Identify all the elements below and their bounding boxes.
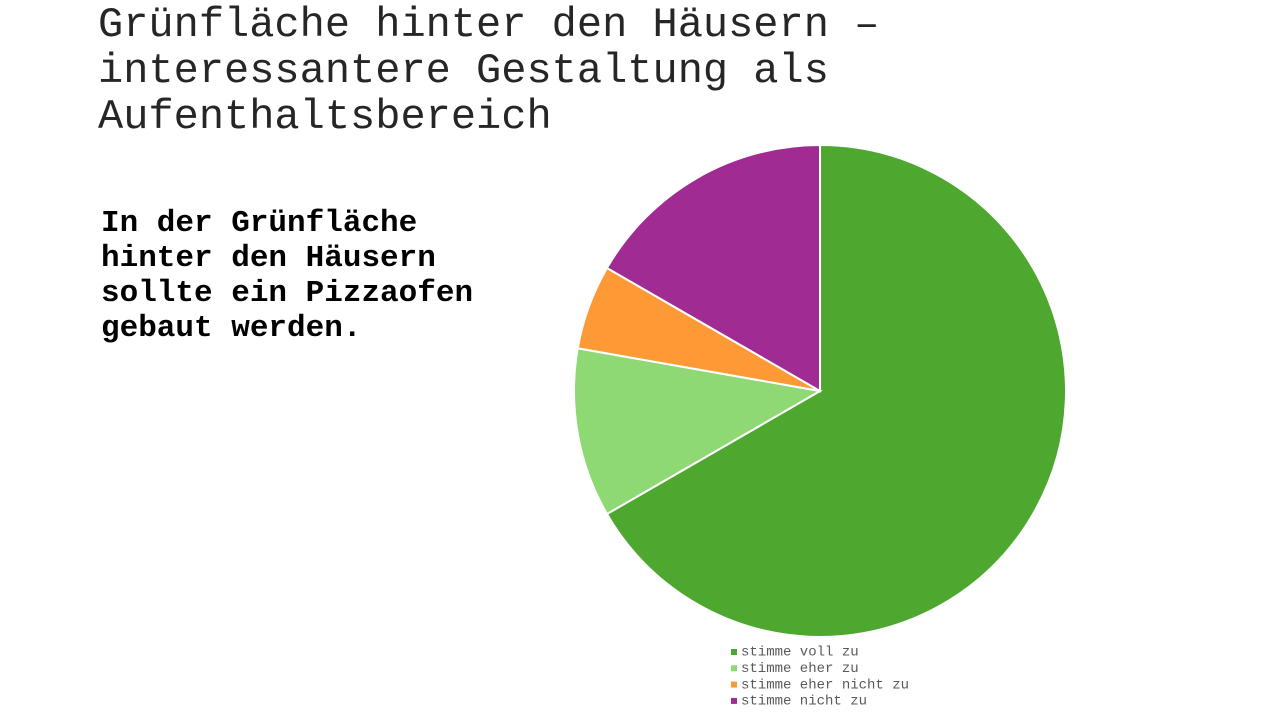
pie-slice [573, 347, 823, 516]
legend-label: stimme eher zu [741, 661, 859, 677]
legend-label: stimme voll zu [741, 645, 859, 661]
legend-marker [731, 697, 737, 704]
legend-label: stimme nicht zu [741, 694, 867, 710]
legend-marker [731, 681, 737, 688]
legend-label: stimme eher nicht zu [741, 677, 909, 693]
chart-subtitle: In der Grünfläche hinter den Häusern sol… [101, 206, 474, 346]
legend-marker [731, 665, 737, 672]
pie-slice [605, 143, 821, 393]
pie-slice [605, 143, 1067, 638]
chart-title: Grünfläche hinter den Häusern – interess… [98, 1, 880, 141]
legend-marker [731, 649, 737, 655]
